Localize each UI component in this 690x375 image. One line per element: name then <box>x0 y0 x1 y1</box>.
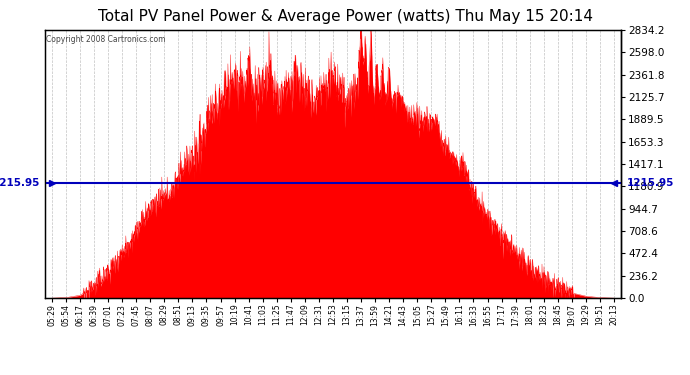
Text: Total PV Panel Power & Average Power (watts) Thu May 15 20:14: Total PV Panel Power & Average Power (wa… <box>97 9 593 24</box>
Text: 1215.95: 1215.95 <box>0 178 41 188</box>
Text: Copyright 2008 Cartronics.com: Copyright 2008 Cartronics.com <box>46 35 166 44</box>
Text: 1215.95: 1215.95 <box>627 178 674 188</box>
